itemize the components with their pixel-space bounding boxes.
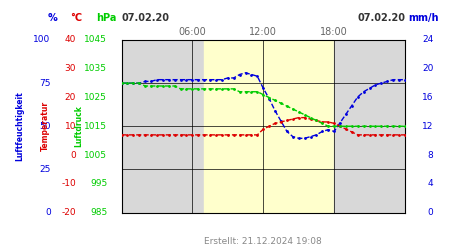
Text: 75: 75 <box>39 78 51 88</box>
Text: 20: 20 <box>65 93 76 102</box>
Text: 12: 12 <box>422 122 433 131</box>
Text: Luftfeuchtigkeit: Luftfeuchtigkeit <box>15 91 24 161</box>
Text: 1005: 1005 <box>84 150 108 160</box>
Text: 10: 10 <box>65 122 76 131</box>
Text: Luftdruck: Luftdruck <box>75 105 84 147</box>
Text: 1045: 1045 <box>85 36 108 44</box>
Text: 4: 4 <box>428 179 433 188</box>
Bar <box>122 40 204 212</box>
Text: 8: 8 <box>428 150 433 160</box>
Text: 1015: 1015 <box>84 122 108 131</box>
Text: Erstellt: 21.12.2024 19:08: Erstellt: 21.12.2024 19:08 <box>204 237 322 246</box>
Text: 1025: 1025 <box>85 93 108 102</box>
Bar <box>204 40 334 212</box>
Text: 24: 24 <box>422 36 433 44</box>
Text: 07.02.20: 07.02.20 <box>122 13 170 23</box>
Text: 30: 30 <box>65 64 76 73</box>
Text: 0: 0 <box>70 150 76 160</box>
Text: 07.02.20: 07.02.20 <box>357 13 405 23</box>
Text: Temperatur: Temperatur <box>40 101 50 151</box>
Text: 25: 25 <box>39 165 51 174</box>
Text: 0: 0 <box>428 208 433 217</box>
Text: mm/h: mm/h <box>408 13 438 23</box>
Text: 16: 16 <box>422 93 433 102</box>
Text: 50: 50 <box>39 122 51 131</box>
Text: 0: 0 <box>45 208 51 217</box>
Text: 100: 100 <box>33 36 51 44</box>
Text: %: % <box>48 13 58 23</box>
Text: 40: 40 <box>65 36 76 44</box>
Text: 1035: 1035 <box>84 64 108 73</box>
Text: 995: 995 <box>90 179 108 188</box>
Text: 985: 985 <box>90 208 108 217</box>
Bar <box>334 40 405 212</box>
Text: 20: 20 <box>422 64 433 73</box>
Text: -20: -20 <box>62 208 76 217</box>
Text: -10: -10 <box>61 179 76 188</box>
Text: °C: °C <box>71 13 83 23</box>
Text: hPa: hPa <box>96 13 117 23</box>
